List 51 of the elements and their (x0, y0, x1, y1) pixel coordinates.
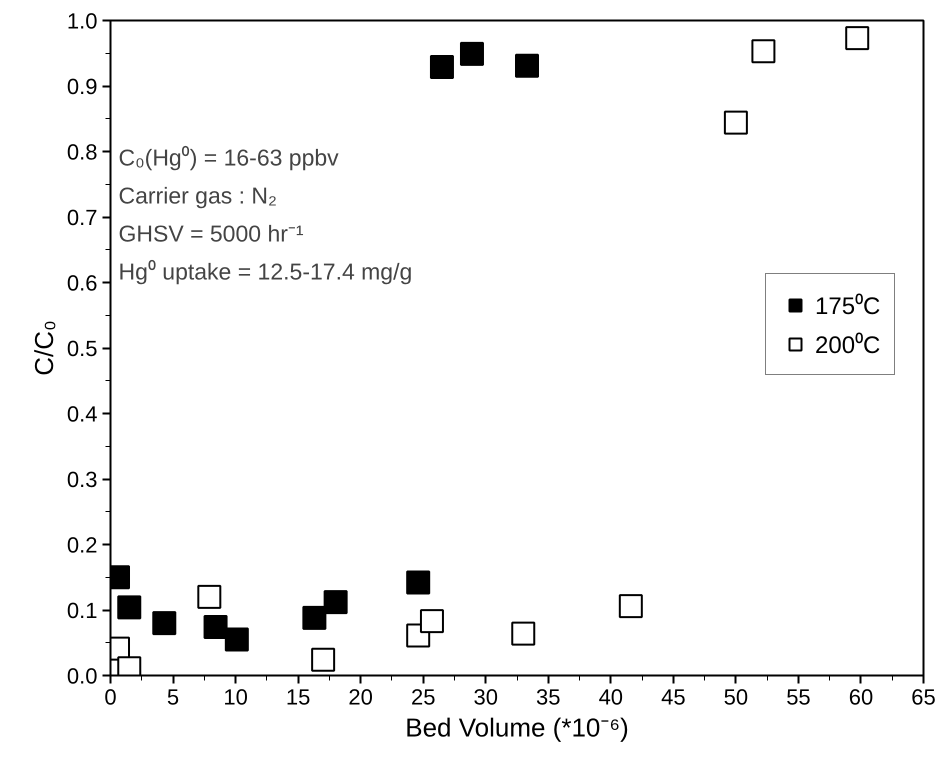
point (845, 26, 870, 50)
point (117, 595, 142, 620)
legend-label: 175⁰C (815, 292, 880, 321)
x-tick-label: 20 (348, 684, 373, 710)
x-tick-label: 50 (724, 684, 748, 710)
annotation: Hg⁰ uptake = 12.5-17.4 mg/g (118, 258, 412, 284)
y-tick-label: 0.4 (66, 402, 98, 426)
x-tick-label: 15 (286, 684, 310, 710)
annotation: Carrier gas : N₂ (118, 182, 277, 208)
y-axis-title: C/C₀ (28, 320, 59, 376)
point (511, 622, 536, 646)
point (420, 609, 444, 634)
point (618, 594, 643, 618)
x-tick-label: 60 (848, 684, 874, 710)
point (224, 627, 249, 652)
x-tick-label: 25 (410, 684, 436, 710)
point (751, 39, 776, 64)
annotation: C₀(Hg⁰) = 16-63 ppbv (118, 144, 340, 170)
point (724, 110, 748, 135)
point (197, 584, 222, 609)
y-tick-label: 0.0 (66, 664, 98, 688)
x-tick-label: 5 (166, 684, 180, 710)
x-tick-label: 65 (911, 684, 936, 710)
x-tick-label: 0 (104, 684, 117, 710)
x-tick-label: 55 (786, 684, 811, 710)
point (430, 55, 454, 80)
point (204, 615, 228, 640)
point (406, 570, 430, 594)
x-axis-title: Bed Volume (*10⁻⁶) (405, 712, 629, 742)
point (324, 590, 348, 614)
x-tick-label: 45 (661, 684, 686, 710)
x-tick-label: 40 (598, 684, 624, 710)
point (302, 606, 326, 630)
y-tick-label: 0.7 (66, 205, 98, 230)
x-tick-label: 10 (223, 684, 248, 710)
point (515, 54, 540, 78)
x-tick-label: 35 (536, 684, 561, 710)
y-tick-label: 0.3 (66, 467, 98, 492)
point (460, 42, 484, 66)
annotation: GHSV = 5000 hr⁻¹ (118, 220, 304, 246)
y-tick-label: 0.8 (66, 140, 98, 164)
y-tick-label: 0.6 (66, 270, 98, 296)
point (152, 611, 176, 636)
legend-label: 200⁰C (815, 331, 880, 360)
y-tick-label: 0.2 (66, 532, 98, 558)
y-tick-label: 0.5 (66, 336, 98, 361)
y-tick-label: 1.0 (66, 8, 98, 34)
y-tick-label: 0.1 (66, 598, 98, 623)
y-tick-label: 0.9 (66, 74, 98, 99)
x-tick-label: 30 (473, 684, 498, 710)
point (311, 648, 336, 672)
